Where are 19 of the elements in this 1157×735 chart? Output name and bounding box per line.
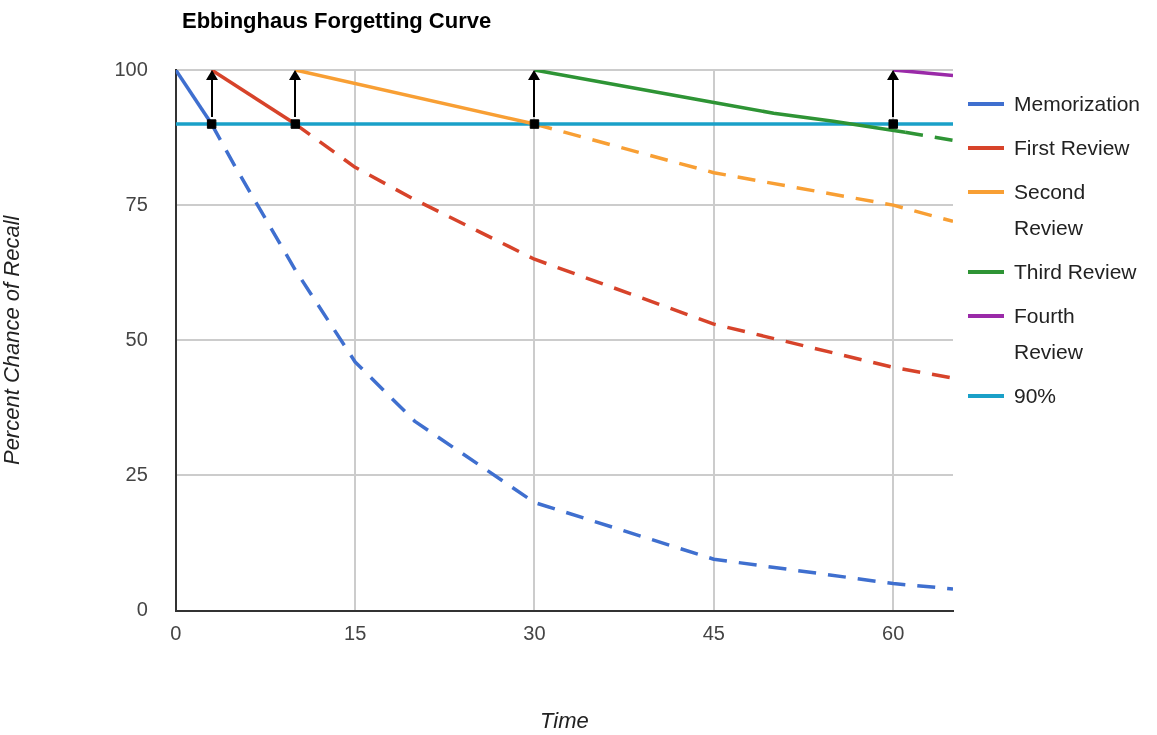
x-tick-label: 30 [523,622,546,645]
legend-label: Third Review [1014,259,1138,285]
y-tick-label: 100 [114,57,148,80]
y-tick-label: 25 [125,462,148,485]
legend-label: Memorization [1014,91,1142,117]
y-tick-label: 75 [125,192,148,215]
y-tick-label: 0 [136,598,148,621]
y-tick-label: 50 [125,327,148,350]
legend-label: 90% [1014,383,1058,409]
chart-title: Ebbinghaus Forgetting Curve [182,8,492,34]
legend-label: Fourth Review [1014,303,1084,365]
x-axis-title: Time [540,707,589,733]
x-tick-label: 60 [882,622,905,645]
x-tick-label: 15 [344,622,367,645]
x-tick-label: 45 [702,622,725,645]
y-axis-title: Percent Chance of Recall [0,214,25,466]
x-tick-label: 0 [170,622,182,645]
legend-label: Second Review [1014,179,1087,241]
legend-label: First Review [1014,135,1131,161]
